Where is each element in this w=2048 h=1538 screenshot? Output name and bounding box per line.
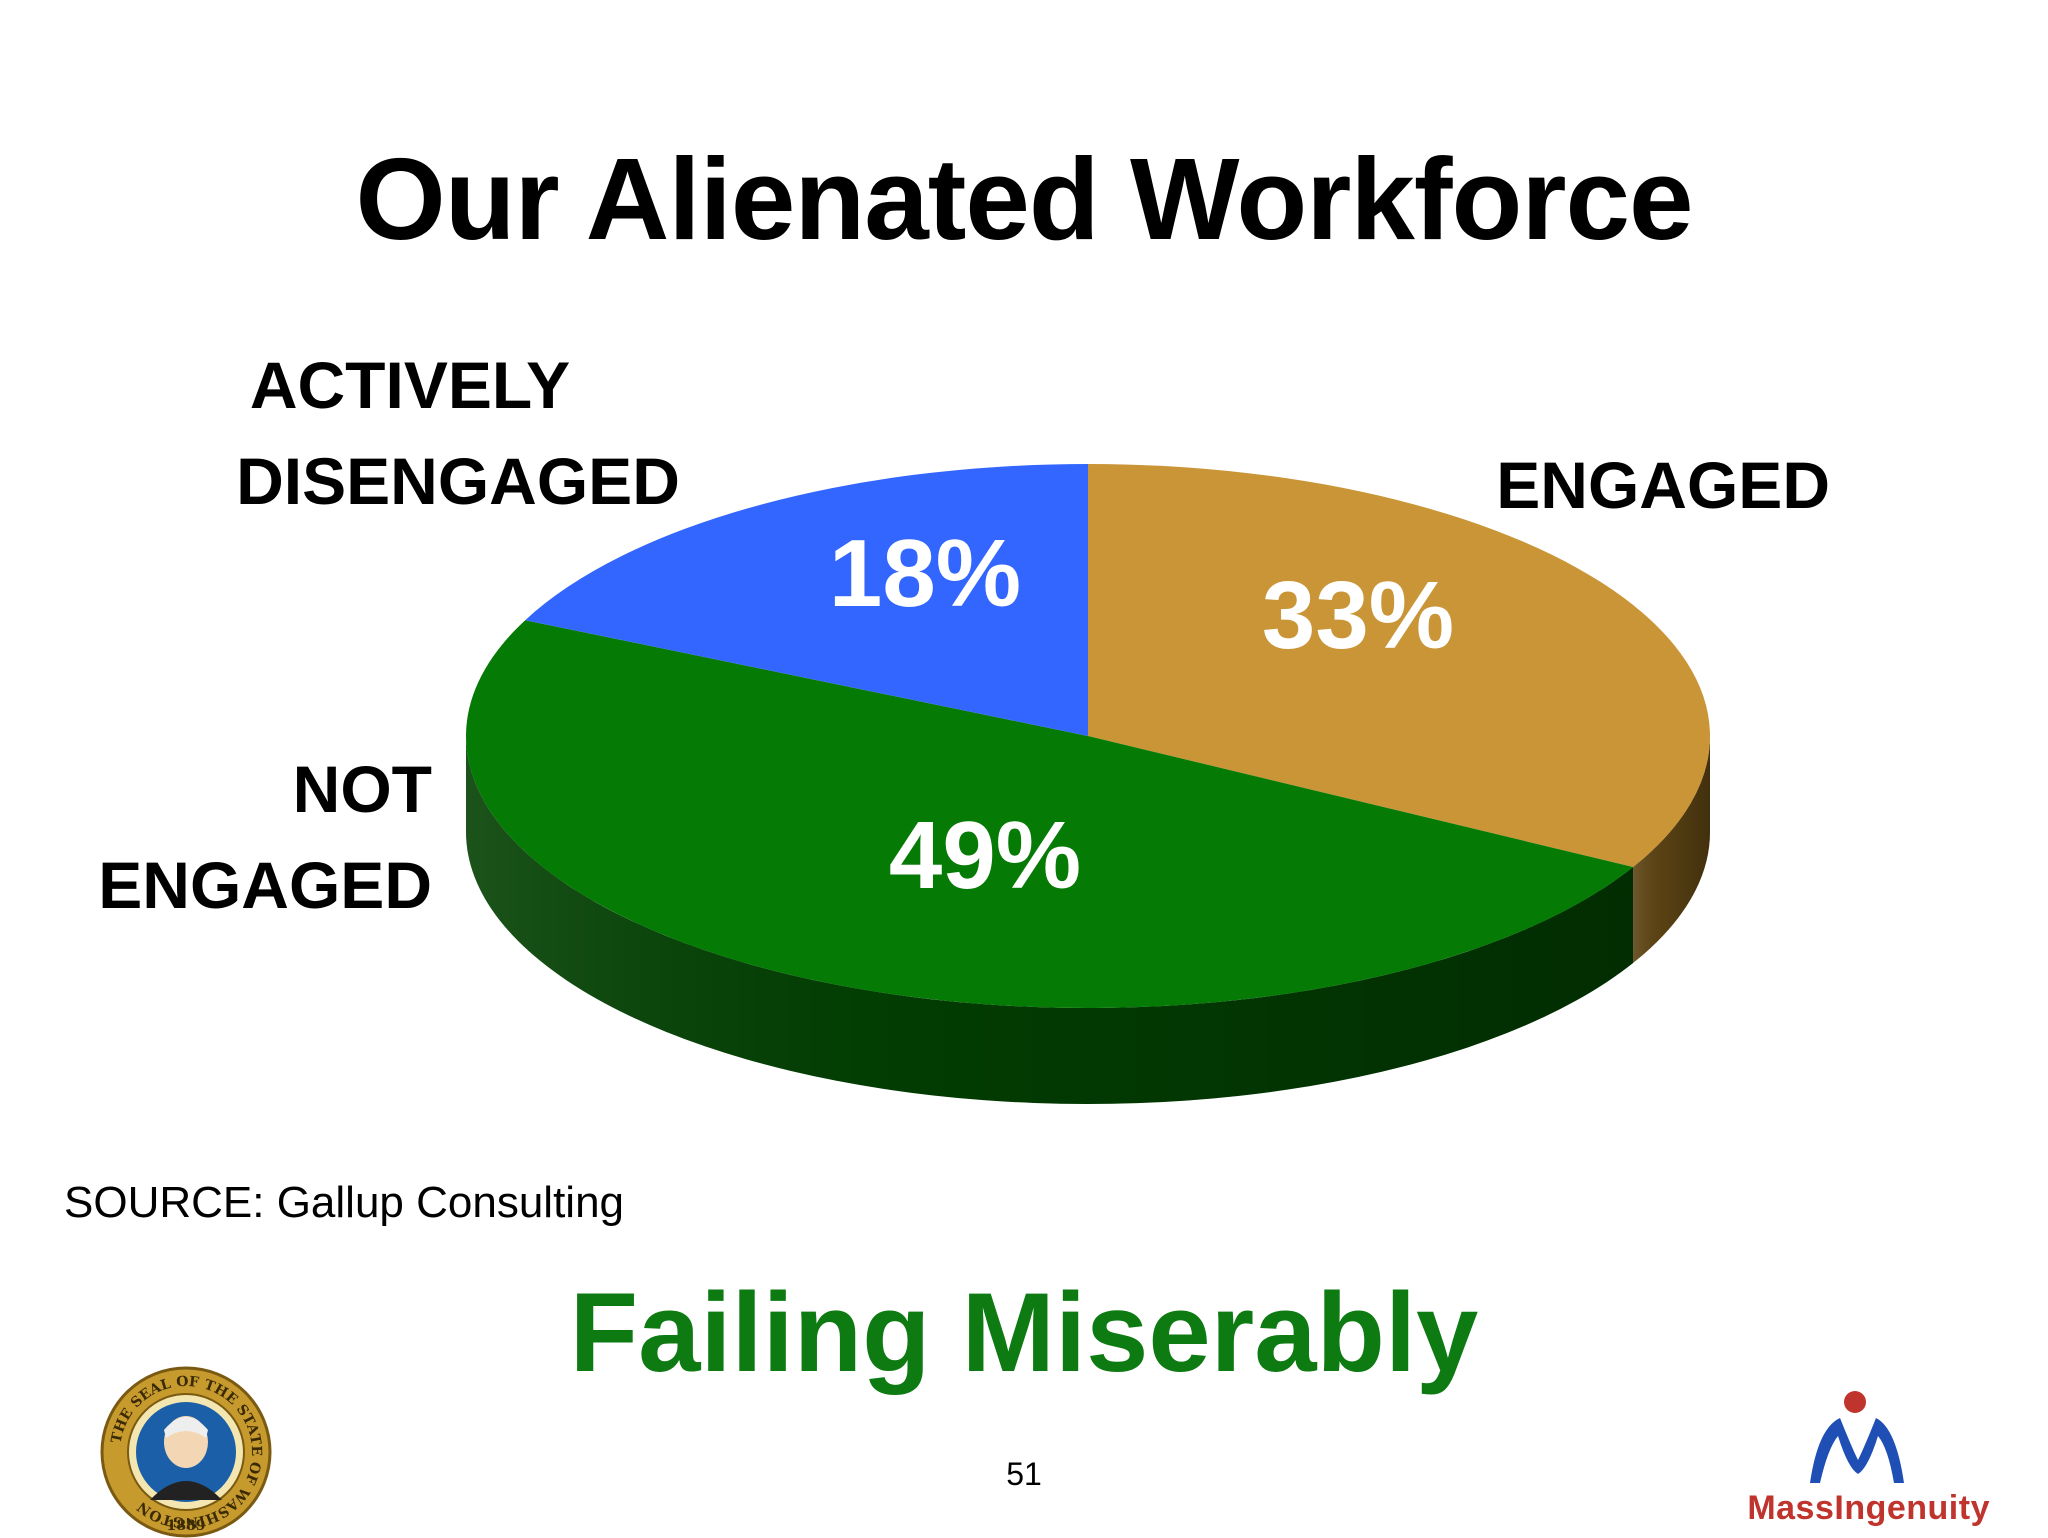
page-number: 51 [1006,1456,1042,1492]
tagline: Failing Miserably [569,1270,1479,1395]
pie-category-label-line: DISENGAGED [236,444,680,518]
pie-value-label-0: 33% [1262,562,1454,669]
pie-category-label-line: ENGAGED [98,848,432,922]
source-note: SOURCE: Gallup Consulting [64,1178,625,1227]
pie-category-label-line: ENGAGED [1496,448,1830,522]
pie-slice-side-shade-0 [1633,736,1710,964]
slide-title: Our Alienated Workforce [355,134,1693,264]
pie-category-label-line: NOT [293,752,432,826]
pie-category-label-0: ENGAGED [1496,448,1830,522]
svg-text:1889: 1889 [167,1518,206,1534]
logo-text: MassIngenuity [1747,1489,1990,1527]
pie-value-label-2: 18% [829,520,1021,627]
pie-slice-1 [466,620,1634,1008]
person-figure-icon [1810,1391,1904,1483]
massingenuity-logo: MassIngenuity [1690,1388,1990,1528]
pie-slice-side-shade-1 [465,736,1634,1104]
pie-slice-0 [1088,464,1710,868]
pie-slice-2 [525,464,1088,736]
state-seal-logo: THE SEAL OF THE STATE OF WASHINGTON 1889 [100,1366,272,1538]
pie-category-label-2: ACTIVELY DISENGAGED [236,348,680,518]
pie-value-label-1: 49% [889,802,1081,909]
pie-category-label-1: NOT ENGAGED [98,752,432,922]
pie-category-label-line: ACTIVELY [250,348,570,422]
